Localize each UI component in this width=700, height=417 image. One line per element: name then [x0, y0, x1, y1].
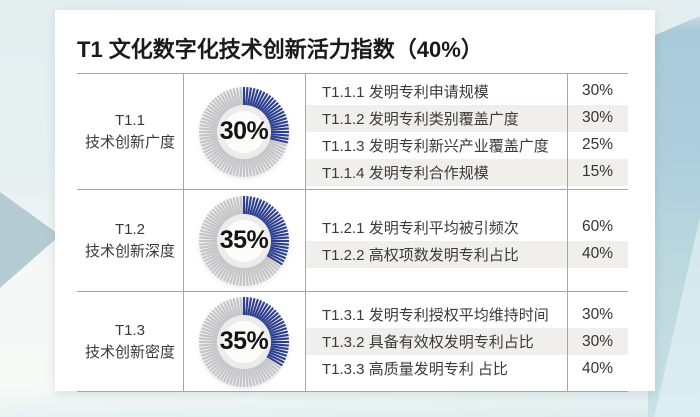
category-name: 技术创新广度 — [84, 133, 175, 151]
column-divider — [567, 190, 568, 291]
column-divider — [183, 292, 184, 391]
subitem-label: T1.2.1 发明专利平均被引频次 — [322, 219, 519, 237]
subitem-weight: 30% — [581, 332, 614, 350]
index-card: T1 文化数字化技术创新活力指数（40%） T1.1 技术创新广度 30% T1… — [55, 10, 655, 392]
category-code: T1.1 — [114, 111, 145, 129]
index-row: T1.2 技术创新深度 35% T1.2.1 发明专利平均被引频次 60% T1… — [77, 190, 628, 292]
category-name: 技术创新深度 — [84, 242, 175, 260]
donut-chart: 35% — [196, 294, 292, 390]
column-divider — [305, 74, 306, 189]
subitem-weight: 30% — [581, 305, 614, 323]
column-divider — [305, 190, 306, 291]
subitem-label: T1.1.3 发明专利新兴产业覆盖广度 — [322, 137, 549, 155]
subitem-list: T1.2.1 发明专利平均被引频次 60% T1.2.2 高权项数发明专利占比 … — [305, 190, 628, 291]
subitem-row: T1.1.3 发明专利新兴产业覆盖广度 25% — [305, 132, 628, 159]
donut-cell: 30% — [183, 74, 305, 189]
left-diagonal-band — [0, 192, 60, 288]
subitem-row: T1.2.1 发明专利平均被引频次 60% — [305, 214, 628, 241]
subitem-list: T1.3.1 发明专利授权平均维持时间 30% T1.3.2 具备有效权发明专利… — [305, 292, 628, 391]
index-row: T1.1 技术创新广度 30% T1.1.1 发明专利申请规模 30% T1.1… — [77, 74, 628, 190]
category-code: T1.2 — [114, 220, 145, 238]
subitem-row: T1.3.3 高质量发明专利 占比 40% — [305, 355, 628, 382]
index-table: T1.1 技术创新广度 30% T1.1.1 发明专利申请规模 30% T1.1… — [77, 73, 628, 392]
subitem-row: T1.3.1 发明专利授权平均维持时间 30% — [305, 301, 628, 328]
subitem-label: T1.3.1 发明专利授权平均维持时间 — [322, 307, 549, 324]
donut-percent-label: 30% — [219, 117, 269, 145]
column-divider — [183, 190, 184, 291]
column-divider — [567, 292, 568, 391]
page-title: T1 文化数字化技术创新活力指数（40%） — [77, 37, 483, 62]
column-divider — [183, 74, 184, 189]
subitem-label: T1.3.2 具备有效权发明专利占比 — [322, 334, 534, 351]
subitem-weight: 30% — [581, 109, 614, 126]
column-divider — [567, 74, 568, 189]
category-cell: T1.2 技术创新深度 — [77, 190, 183, 291]
donut-percent-label: 35% — [219, 327, 269, 355]
subitem-row: T1.1.2 发明专利类别覆盖广度 30% — [305, 104, 628, 132]
index-row: T1.3 技术创新密度 35% T1.3.1 发明专利授权平均维持时间 30% … — [77, 292, 628, 392]
subitem-row: T1.1.1 发明专利申请规模 30% — [305, 78, 628, 105]
subitem-weight: 25% — [581, 136, 614, 153]
donut-cell: 35% — [183, 292, 305, 391]
donut-ring-icon — [199, 195, 289, 286]
subitem-weight: 15% — [581, 163, 614, 180]
subitem-weight: 40% — [581, 245, 614, 262]
subitem-label: T1.2.2 高权项数发明专利占比 — [322, 246, 519, 264]
subitem-row: T1.3.2 具备有效权发明专利占比 30% — [305, 328, 628, 355]
subitem-weight: 30% — [581, 82, 614, 99]
subitem-label: T1.1.4 发明专利合作规模 — [322, 164, 489, 182]
donut-cell: 35% — [183, 190, 305, 291]
subitem-row: T1.1.4 发明专利合作规模 15% — [305, 158, 628, 186]
donut-chart: 30% — [196, 84, 292, 180]
category-cell: T1.1 技术创新广度 — [77, 74, 183, 189]
category-name: 技术创新密度 — [84, 343, 175, 361]
subitem-list: T1.1.1 发明专利申请规模 30% T1.1.2 发明专利类别覆盖广度 30… — [305, 74, 628, 189]
donut-ring-icon — [199, 86, 289, 177]
subitem-row: T1.2.2 高权项数发明专利占比 40% — [305, 240, 628, 268]
donut-percent-label: 35% — [219, 226, 269, 254]
subitem-weight: 60% — [581, 218, 614, 235]
category-code: T1.3 — [114, 321, 145, 339]
category-cell: T1.3 技术创新密度 — [77, 292, 183, 391]
column-divider — [305, 292, 306, 391]
subitem-label: T1.1.1 发明专利申请规模 — [322, 83, 489, 101]
subitem-label: T1.3.3 高质量发明专利 占比 — [322, 361, 508, 378]
donut-chart: 35% — [196, 193, 292, 289]
donut-ring-icon — [199, 296, 289, 387]
subitem-label: T1.1.2 发明专利类别覆盖广度 — [322, 110, 519, 128]
subitem-weight: 40% — [581, 359, 614, 377]
